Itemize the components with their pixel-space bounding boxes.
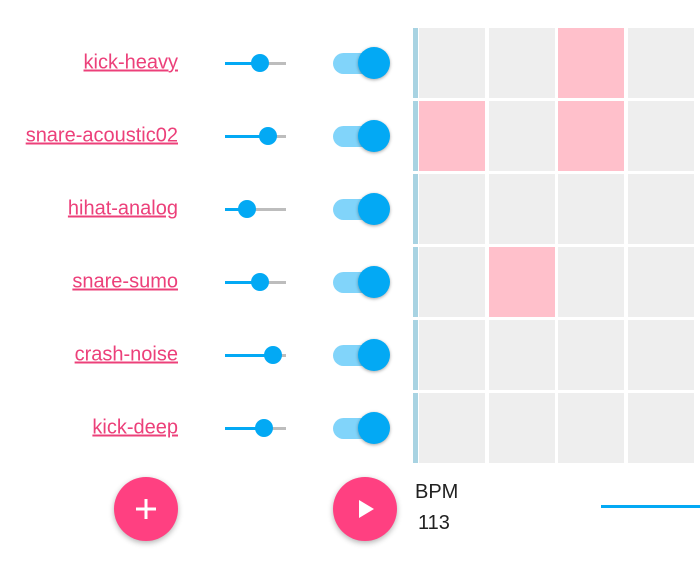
volume-slider-fill	[225, 208, 247, 211]
toggle-thumb	[358, 339, 390, 371]
volume-slider-thumb[interactable]	[250, 273, 269, 291]
step-cell[interactable]	[489, 101, 555, 171]
volume-slider-thumb[interactable]	[263, 346, 282, 364]
volume-slider-fill	[225, 427, 265, 430]
step-cell[interactable]	[489, 174, 555, 244]
toggle-thumb	[358, 47, 390, 79]
playhead-indicator	[413, 28, 418, 98]
play-icon	[359, 500, 374, 518]
track-enable-toggle[interactable]	[333, 192, 391, 226]
volume-slider-thumb[interactable]	[259, 127, 278, 145]
volume-slider[interactable]	[225, 127, 286, 145]
volume-slider[interactable]	[225, 346, 286, 364]
volume-slider[interactable]	[225, 419, 286, 437]
track-name-link[interactable]: snare-sumo	[72, 270, 178, 293]
step-cell[interactable]	[489, 320, 555, 390]
track-row: crash-noise	[0, 320, 410, 390]
playhead-indicator	[413, 320, 418, 390]
volume-slider-thumb[interactable]	[237, 200, 256, 218]
volume-slider[interactable]	[225, 54, 286, 72]
volume-slider-fill	[225, 281, 260, 284]
track-row: snare-sumo	[0, 247, 410, 317]
track-enable-toggle[interactable]	[333, 265, 391, 299]
step-cell[interactable]	[419, 174, 485, 244]
bpm-value: 113	[418, 512, 450, 534]
step-row	[413, 101, 700, 171]
add-track-button[interactable]	[114, 477, 178, 541]
toggle-thumb	[358, 120, 390, 152]
step-cell[interactable]	[558, 247, 624, 317]
step-cell-active[interactable]	[419, 101, 485, 171]
step-cell[interactable]	[558, 320, 624, 390]
step-cell[interactable]	[419, 28, 485, 98]
step-cell[interactable]	[558, 174, 624, 244]
volume-slider-fill	[225, 354, 273, 357]
toggle-thumb	[358, 193, 390, 225]
playhead-indicator	[413, 101, 418, 171]
step-cell[interactable]	[628, 28, 694, 98]
step-cell[interactable]	[628, 101, 694, 171]
track-name-link[interactable]: crash-noise	[74, 343, 178, 366]
track-enable-toggle[interactable]	[333, 46, 391, 80]
track-enable-toggle[interactable]	[333, 411, 391, 445]
step-row	[413, 247, 700, 317]
plus-icon	[136, 499, 156, 519]
step-cell[interactable]	[419, 320, 485, 390]
step-grid	[413, 28, 700, 464]
volume-slider[interactable]	[225, 273, 286, 291]
step-cell[interactable]	[628, 393, 694, 463]
track-name-link[interactable]: hihat-analog	[67, 197, 178, 220]
track-row: hihat-analog	[0, 174, 410, 244]
step-cell-active[interactable]	[558, 28, 624, 98]
play-button[interactable]	[333, 477, 397, 541]
step-cell[interactable]	[419, 247, 485, 317]
volume-slider[interactable]	[225, 200, 286, 218]
step-cell[interactable]	[628, 247, 694, 317]
volume-slider-fill	[225, 135, 269, 138]
step-row	[413, 393, 700, 463]
step-cell-active[interactable]	[489, 247, 555, 317]
volume-slider-fill	[225, 62, 260, 65]
track-enable-toggle[interactable]	[333, 338, 391, 372]
toggle-thumb	[358, 412, 390, 444]
step-cell-active[interactable]	[558, 101, 624, 171]
step-row	[413, 320, 700, 390]
step-cell[interactable]	[558, 393, 624, 463]
volume-slider-thumb[interactable]	[255, 419, 274, 437]
step-cell[interactable]	[489, 28, 555, 98]
track-name-link[interactable]: snare-acoustic02	[25, 124, 178, 147]
track-row: snare-acoustic02	[0, 101, 410, 171]
step-cell[interactable]	[489, 393, 555, 463]
playhead-indicator	[413, 393, 418, 463]
track-name-link[interactable]: kick-deep	[92, 416, 178, 439]
track-enable-toggle[interactable]	[333, 119, 391, 153]
step-cell[interactable]	[628, 174, 694, 244]
volume-slider-thumb[interactable]	[250, 54, 269, 72]
playhead-indicator	[413, 247, 418, 317]
toggle-thumb	[358, 266, 390, 298]
track-row: kick-deep	[0, 393, 410, 463]
step-cell[interactable]	[419, 393, 485, 463]
bpm-slider[interactable]	[601, 505, 700, 508]
step-row	[413, 174, 700, 244]
step-row	[413, 28, 700, 98]
track-name-link[interactable]: kick-heavy	[83, 51, 178, 74]
track-row: kick-heavy	[0, 28, 410, 98]
step-cell[interactable]	[628, 320, 694, 390]
playhead-indicator	[413, 174, 418, 244]
bpm-label: BPM	[415, 481, 459, 503]
